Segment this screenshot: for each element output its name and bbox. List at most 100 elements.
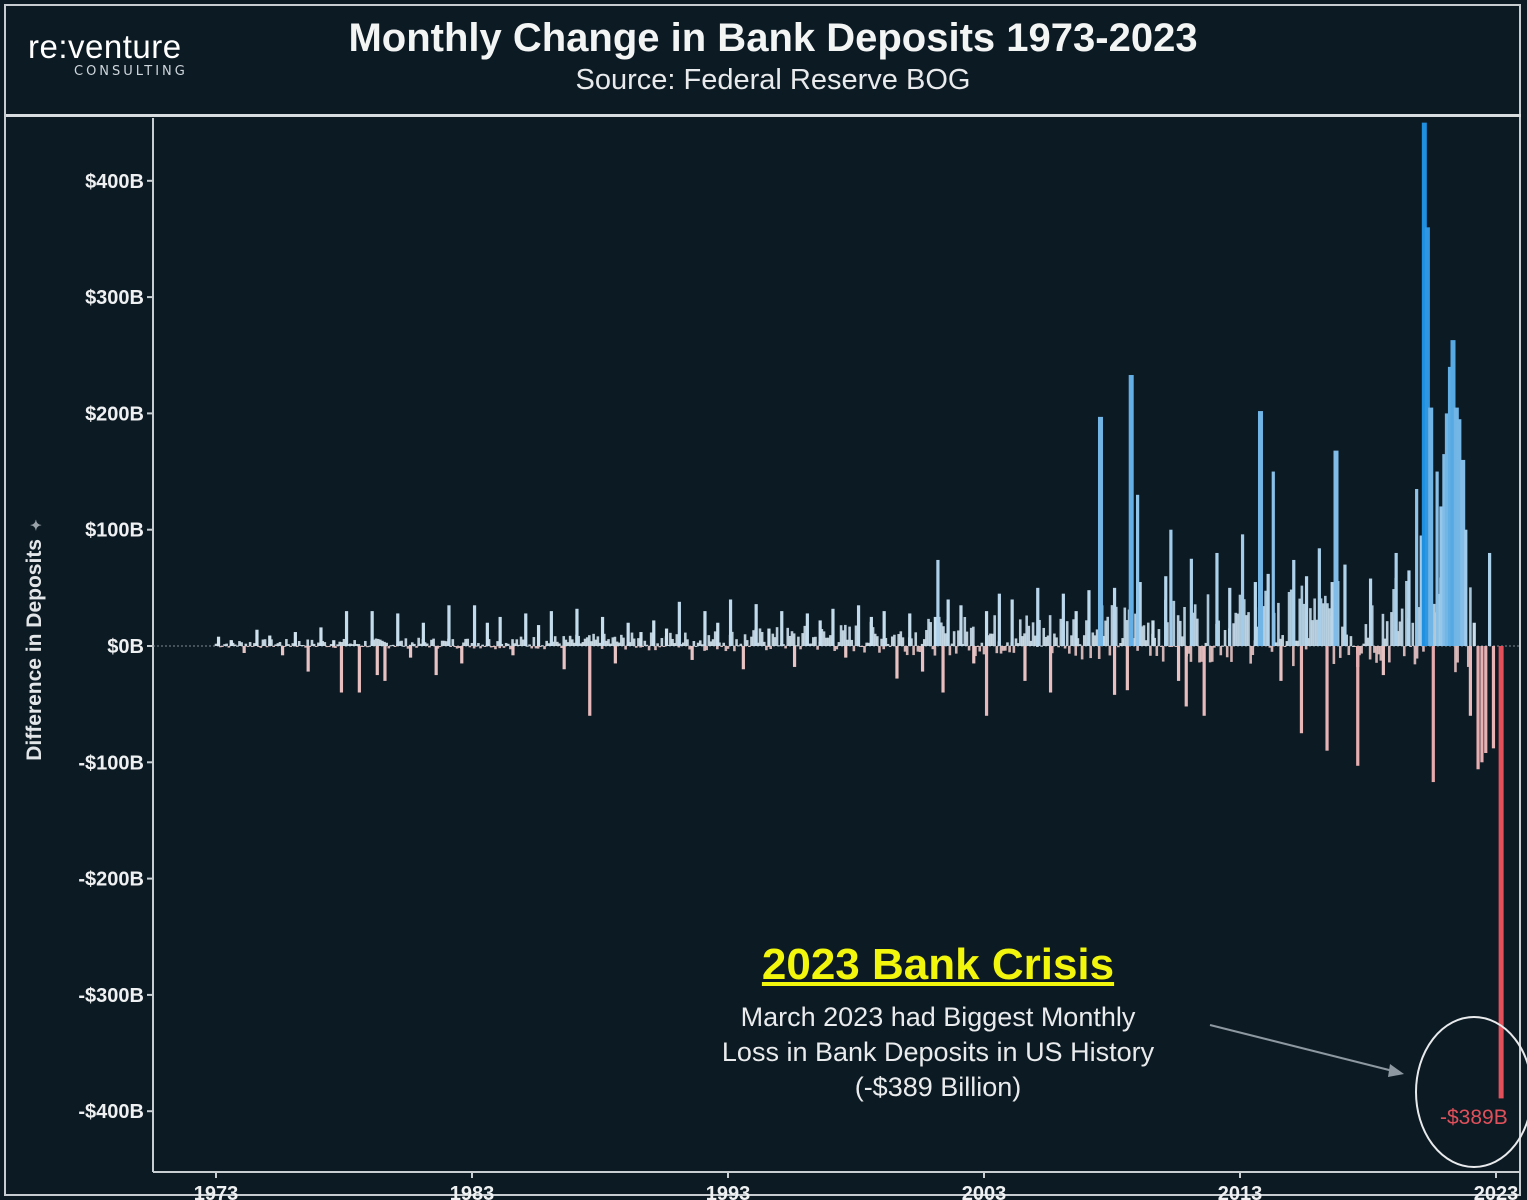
texture-bar [658, 646, 662, 648]
texture-bar [1277, 602, 1280, 646]
texture-bar [1281, 635, 1284, 646]
data-bar [357, 646, 361, 693]
data-bar [1074, 611, 1078, 646]
data-bar [831, 608, 835, 646]
texture-bar [240, 642, 243, 646]
chart-title: Monthly Change in Bank Deposits 1973-202… [348, 16, 1198, 60]
annotation-arrow [1209, 1024, 1398, 1073]
texture-bar [585, 637, 589, 646]
texture-bar [502, 646, 506, 648]
texture-bar [978, 646, 982, 652]
texture-bar [282, 646, 286, 647]
texture-bar [912, 646, 915, 656]
texture-bar [381, 640, 384, 646]
data-bar [741, 646, 745, 670]
x-tick-label: 2013 [1218, 1183, 1263, 1200]
texture-bar [425, 643, 429, 646]
texture-bar [686, 639, 689, 646]
texture-bar [474, 645, 478, 647]
data-bar [1164, 576, 1168, 646]
data-bar [1435, 471, 1439, 646]
texture-bar [562, 636, 566, 646]
texture-bar [662, 646, 666, 647]
texture-bar [500, 643, 504, 646]
texture-bar [1044, 636, 1048, 646]
texture-bar [1225, 646, 1229, 658]
texture-bar [457, 646, 461, 649]
texture-bar [528, 644, 531, 646]
texture-bar [1415, 646, 1419, 659]
texture-bar [556, 641, 559, 646]
texture-bar [1161, 646, 1165, 662]
y-tick-label: -$200B [78, 869, 144, 891]
data-bar [1128, 375, 1134, 646]
texture-bar [986, 635, 990, 646]
data-bar [652, 620, 656, 646]
texture-bar [624, 646, 627, 650]
texture-bar [773, 637, 777, 646]
texture-bar [304, 646, 307, 648]
texture-bar [1309, 608, 1312, 646]
texture-bar [799, 646, 802, 650]
texture-bar [735, 639, 738, 646]
texture-bar [622, 637, 625, 646]
texture-bar [760, 631, 764, 646]
data-bar [1368, 578, 1373, 646]
data-bar [1112, 587, 1117, 646]
brand-logo: re:venture CONSULTING [28, 30, 188, 80]
texture-bar [353, 640, 356, 646]
data-bar [1325, 646, 1329, 751]
texture-bar [231, 642, 235, 646]
texture-bar [1377, 646, 1380, 655]
texture-bar [472, 646, 476, 649]
texture-bar [803, 625, 807, 646]
data-bar [818, 620, 822, 646]
texture-bar [724, 646, 728, 652]
texture-bar [1285, 641, 1289, 646]
texture-bar [1351, 645, 1355, 647]
texture-bar [989, 633, 992, 646]
texture-bar [615, 641, 619, 646]
data-bar [1023, 646, 1027, 681]
data-bar [997, 593, 1001, 646]
data-bar [370, 611, 374, 646]
texture-bar [468, 646, 472, 648]
texture-bar [1048, 615, 1052, 646]
texture-bar [246, 646, 250, 647]
texture-bar [1055, 637, 1058, 646]
data-bar [1279, 646, 1283, 681]
data-bar [524, 613, 528, 646]
texture-bar [641, 646, 644, 647]
texture-bar [1238, 594, 1242, 646]
texture-bar [1021, 636, 1024, 646]
texture-bar [1400, 608, 1404, 646]
texture-bar [297, 641, 301, 646]
texture-bar [794, 645, 798, 647]
texture-bar [1223, 630, 1227, 646]
texture-bar [918, 646, 922, 653]
texture-bar [1117, 646, 1120, 648]
texture-bar [1040, 645, 1043, 647]
texture-bar [944, 633, 947, 646]
texture-bar [276, 643, 280, 646]
texture-bar [558, 643, 561, 646]
texture-bar [579, 643, 583, 646]
texture-bar [1204, 642, 1208, 646]
texture-bar [745, 640, 749, 646]
texture-bar [647, 646, 651, 651]
texture-bar [1193, 604, 1197, 646]
texture-bar [408, 644, 412, 646]
data-bar [588, 646, 592, 716]
texture-bar [1102, 635, 1105, 646]
texture-bar [1385, 621, 1389, 646]
texture-bar [1398, 621, 1402, 646]
texture-bar [1093, 635, 1097, 646]
texture-bar [1080, 646, 1084, 660]
texture-bar [1029, 640, 1033, 646]
texture-bar [564, 639, 568, 646]
texture-bar [317, 642, 320, 646]
texture-bar [342, 638, 346, 646]
texture-bar [513, 643, 516, 646]
texture-bar [634, 646, 638, 648]
data-bar [421, 622, 425, 646]
